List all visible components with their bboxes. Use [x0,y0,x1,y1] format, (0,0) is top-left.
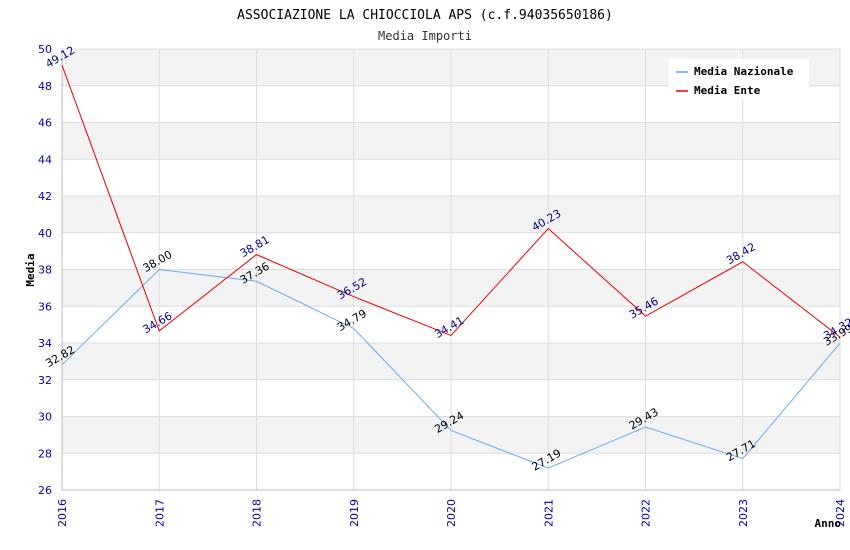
y-tick-label: 48 [38,80,52,93]
axes [61,49,840,491]
x-axis-title: Anno [815,517,842,530]
legend-label-media-ente: Media Ente [694,84,761,97]
series-line-media-ente [61,64,841,338]
x-tick-label: 2023 [737,499,750,527]
x-tick-label: 2021 [542,499,555,527]
x-tick-label: 2018 [251,499,264,527]
x-tick-label: 2016 [56,499,69,527]
x-tick-label: 2022 [640,499,653,527]
y-tick-label: 30 [38,411,52,424]
y-tick-label: 36 [38,300,52,313]
y-tick-label: 28 [38,447,52,460]
y-tick-label: 34 [38,337,52,350]
y-tick-label: 42 [38,190,52,203]
y-tick-labels: 26 28 30 32 34 36 38 40 42 44 46 48 50 [38,43,52,497]
y-tick-label: 40 [38,227,52,240]
legend-label-media-nazionale: Media Nazionale [694,65,794,78]
y-tick-label: 50 [38,43,52,56]
y-tick-label: 26 [38,484,52,497]
chart-subtitle: Media Importi [378,29,472,43]
legend-box [669,59,809,100]
legend: Media Nazionale Media Ente [669,59,809,100]
y-tick-label: 38 [38,264,52,277]
x-tick-label: 2019 [348,499,361,527]
x-tick-labels: 2016 2017 2018 2019 2020 2021 2022 2023 2024 [56,499,847,527]
chart-title: ASSOCIAZIONE LA CHIOCCIOLA APS (c.f.9403… [237,8,613,23]
y-tick-label: 44 [38,153,52,166]
series-line-media-nazionale [61,268,841,469]
series-lines [61,64,841,469]
y-tick-label: 32 [38,374,52,387]
y-tick-label: 46 [38,117,52,130]
x-tick-label: 2020 [445,499,458,527]
x-tick-label: 2017 [153,499,166,527]
x-tick-label: 2024 [834,499,847,527]
y-axis-title: Media [24,253,37,286]
